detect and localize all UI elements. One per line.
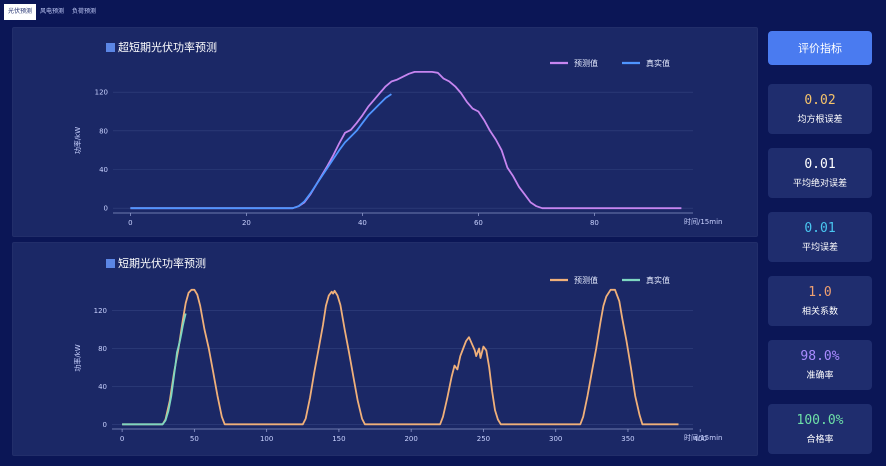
x-tick-label: 100 (260, 435, 273, 443)
chart-title-ultra-short: 超短期光伏功率预测 (106, 39, 217, 55)
x-axis-label: 时间/15min (684, 217, 722, 226)
x-tick-label: 50 (190, 435, 199, 443)
metric-mae: 0.01 平均绝对误差 (768, 148, 872, 198)
title-marker-icon (106, 42, 115, 52)
metric-label: 合格率 (806, 435, 834, 445)
x-tick-label: 40 (358, 219, 367, 227)
metric-value: 98.0% (800, 349, 840, 364)
metric-label: 均方根误差 (797, 115, 843, 125)
metric-pass-rate: 100.0% 合格率 (768, 404, 872, 454)
x-tick-label: 350 (621, 435, 634, 443)
x-tick-label: 400 (694, 435, 707, 443)
y-tick-label: 80 (98, 345, 107, 353)
y-axis-label: 功率/kW (73, 344, 82, 371)
metric-label: 相关系数 (801, 307, 838, 317)
x-tick-label: 80 (590, 219, 599, 227)
x-tick-label: 150 (332, 435, 345, 443)
y-tick-label: 120 (94, 307, 107, 315)
x-tick-label: 250 (477, 435, 490, 443)
legend-label: 真实值 (646, 58, 670, 68)
metric-label: 平均绝对误差 (792, 179, 847, 189)
metric-label: 准确率 (806, 371, 834, 381)
y-tick-label: 0 (103, 421, 107, 429)
x-axis-label: 时间/15min (684, 433, 722, 442)
x-tick-label: 0 (128, 219, 132, 227)
x-tick-label: 20 (242, 219, 251, 227)
y-axis-label: 功率/kW (73, 127, 82, 154)
tab-load-forecast[interactable]: 负荷预测 (72, 8, 97, 15)
metric-accuracy: 98.0% 准确率 (768, 340, 872, 390)
short-term-chart-panel: 短期光伏功率预测 0 40 80 120 0 50 100 150 200 250 300 350 40… (12, 242, 758, 456)
metric-value: 0.01 (804, 157, 836, 172)
series-line-actual (130, 93, 392, 210)
short-term-chart: 0 40 80 120 0 50 100 150 200 250 300 350 400时间/15min… (73, 275, 722, 443)
tab-bar: 光伏预测 风电预测 负荷预测 (4, 4, 100, 20)
metric-correlation: 1.0 相关系数 (768, 276, 872, 326)
chart-title-text: 短期光伏功率预测 (118, 257, 206, 270)
metric-value: 0.02 (804, 93, 836, 108)
metric-value: 100.0% (796, 413, 844, 428)
x-tick-label: 60 (474, 219, 483, 227)
metric-value: 0.01 (804, 221, 836, 236)
metric-rmse: 0.02 均方根误差 (768, 84, 872, 134)
y-tick-label: 120 (95, 89, 108, 97)
y-tick-label: 0 (104, 205, 108, 213)
x-tick-label: 0 (120, 435, 124, 443)
ultra-short-term-chart: 0 40 80 120 0 20 40 60 80 时间/15min 功率/kW 预测值 真实值 (73, 58, 722, 227)
title-marker-icon (106, 258, 115, 268)
tab-wind-forecast[interactable]: 风电预测 (40, 8, 65, 15)
metric-value: 1.0 (808, 285, 832, 300)
legend-label: 真实值 (646, 275, 670, 285)
series-line-actual (122, 313, 187, 426)
x-tick-label: 200 (404, 435, 417, 443)
y-tick-label: 40 (98, 383, 107, 391)
legend-label: 预测值 (574, 58, 598, 68)
evaluation-metrics-button[interactable]: 评价指标 (768, 31, 872, 65)
legend-label: 预测值 (574, 275, 598, 285)
metric-label: 平均误差 (801, 243, 838, 253)
ultra-short-term-chart-panel: 超短期光伏功率预测 0 40 80 120 0 20 40 60 80 时间/15min 功率/kW… (12, 27, 758, 237)
chart-title-text: 超短期光伏功率预测 (118, 41, 217, 54)
y-tick-label: 80 (99, 127, 108, 135)
chart-title-short: 短期光伏功率预测 (106, 255, 206, 271)
series-line-predicted (122, 288, 679, 426)
y-tick-label: 40 (99, 166, 108, 174)
x-tick-label: 300 (549, 435, 562, 443)
tab-pv-forecast[interactable]: 光伏预测 (4, 4, 37, 20)
metric-mean-error: 0.01 平均误差 (768, 212, 872, 262)
